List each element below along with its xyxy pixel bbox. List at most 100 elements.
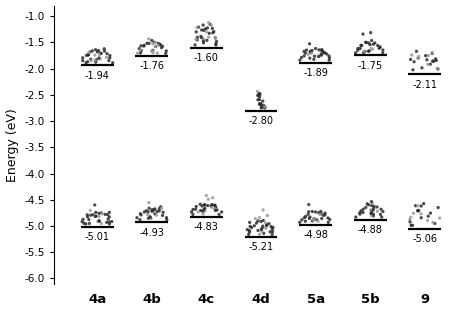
Point <box>95 48 102 53</box>
Point <box>321 212 328 217</box>
Point <box>296 58 304 63</box>
Point <box>407 215 414 220</box>
Point <box>83 53 91 58</box>
Point <box>305 202 312 207</box>
Point <box>315 210 322 215</box>
Point <box>417 211 425 216</box>
Point <box>95 219 103 224</box>
Point <box>136 217 144 222</box>
Point <box>211 203 219 208</box>
Point <box>203 38 211 43</box>
Point <box>321 50 328 55</box>
Point <box>432 58 440 63</box>
Point <box>425 53 432 58</box>
Point <box>301 215 308 220</box>
Point <box>137 43 145 48</box>
Point <box>269 229 276 234</box>
Text: -1.60: -1.60 <box>194 53 219 63</box>
Point <box>423 57 431 62</box>
Point <box>136 46 143 51</box>
Point <box>82 60 90 65</box>
Point <box>193 25 201 30</box>
Point <box>79 58 86 63</box>
Text: -4.88: -4.88 <box>358 225 383 235</box>
Point <box>148 209 156 214</box>
Point <box>356 46 364 51</box>
Point <box>202 193 210 198</box>
Point <box>163 217 171 222</box>
Point <box>325 58 333 63</box>
Point <box>157 204 164 209</box>
Point <box>198 203 206 208</box>
Point <box>151 207 159 212</box>
Point <box>377 207 385 212</box>
Point <box>211 206 219 211</box>
Point <box>159 210 167 215</box>
Point <box>267 224 275 229</box>
Point <box>319 213 327 218</box>
Point <box>313 217 320 222</box>
Point <box>151 211 159 216</box>
Point <box>323 51 330 56</box>
Point <box>315 54 323 59</box>
Point <box>365 202 372 207</box>
Point <box>367 30 374 35</box>
Point <box>356 210 364 215</box>
Point <box>155 208 163 213</box>
Point <box>158 206 165 211</box>
Point <box>360 50 367 55</box>
Point <box>410 59 418 64</box>
Text: -1.75: -1.75 <box>357 61 383 71</box>
Point <box>134 51 141 56</box>
Text: -4.93: -4.93 <box>139 227 164 237</box>
Point <box>206 31 213 36</box>
Point <box>156 42 164 47</box>
Point <box>407 223 415 228</box>
Point <box>82 222 90 227</box>
Point <box>146 213 153 218</box>
Point <box>211 35 219 40</box>
Point <box>362 205 370 210</box>
Point <box>137 50 144 55</box>
Point <box>368 213 375 218</box>
Point <box>158 45 165 50</box>
Point <box>364 201 371 206</box>
Point <box>301 49 308 54</box>
Point <box>376 45 383 50</box>
Point <box>409 223 416 228</box>
Point <box>199 212 207 217</box>
Point <box>374 204 381 209</box>
Point <box>84 52 92 57</box>
Point <box>370 212 377 217</box>
Point <box>188 209 195 214</box>
Point <box>376 44 384 49</box>
Point <box>254 97 262 102</box>
Point <box>366 42 374 47</box>
Point <box>201 209 209 214</box>
Point <box>101 212 109 217</box>
Point <box>406 217 414 222</box>
Point <box>94 219 101 224</box>
Point <box>368 209 375 214</box>
Point <box>205 35 212 40</box>
Point <box>153 213 160 218</box>
Y-axis label: Energy (eV): Energy (eV) <box>6 108 18 182</box>
Point <box>91 214 99 219</box>
Point <box>415 54 422 59</box>
Point <box>317 51 325 56</box>
Point <box>150 207 157 212</box>
Point <box>305 209 312 214</box>
Point <box>430 59 438 64</box>
Point <box>212 36 219 41</box>
Point <box>85 217 92 222</box>
Point <box>140 43 148 48</box>
Point <box>370 42 377 47</box>
Point <box>248 225 255 230</box>
Point <box>162 51 170 56</box>
Point <box>146 215 154 220</box>
Point <box>367 212 375 217</box>
Point <box>143 41 151 46</box>
Point <box>429 220 437 225</box>
Point <box>369 207 377 212</box>
Point <box>258 104 265 109</box>
